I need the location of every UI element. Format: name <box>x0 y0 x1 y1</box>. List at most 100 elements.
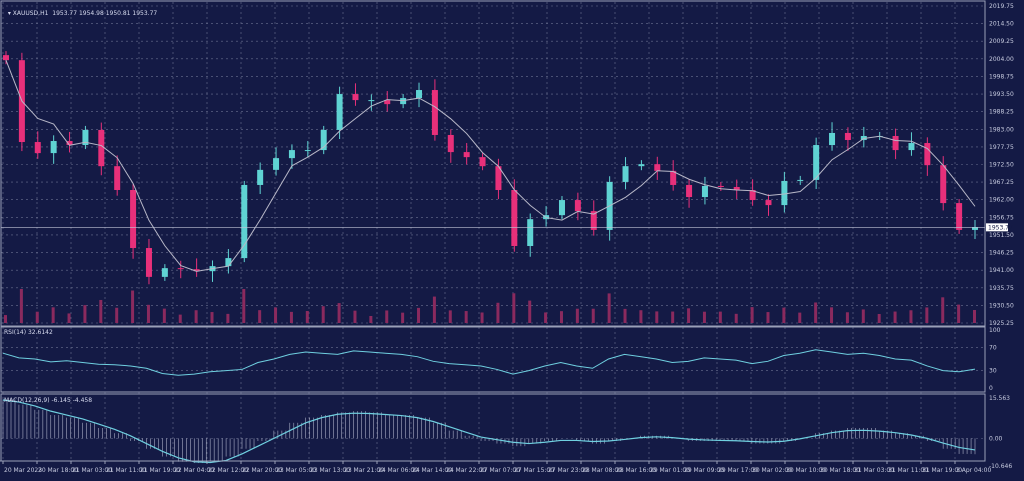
volume-bar <box>210 312 214 323</box>
price-tick-label: 2014.50 <box>989 21 1014 28</box>
bear-candle <box>733 186 740 190</box>
bull-candle <box>304 150 311 152</box>
bear-candle <box>431 90 438 135</box>
volume-bar <box>909 310 913 323</box>
time-tick-label: 31 Mar 19:00 <box>922 467 962 474</box>
price-tick-label: 1941.00 <box>989 267 1014 274</box>
bear-candle <box>940 165 947 204</box>
volume-bar <box>242 289 246 323</box>
panel-frame-0 <box>0 0 986 327</box>
bear-candle <box>495 166 502 190</box>
grid <box>1 2 985 461</box>
time-tick-label: 20 Mar 2023 <box>4 467 42 474</box>
rsi-label: RSI(14) 32.6142 <box>4 329 53 336</box>
volume-bar <box>750 307 754 323</box>
volume-bar <box>607 293 611 323</box>
volume-bar <box>623 308 627 323</box>
bull-candle <box>908 143 915 151</box>
volume-bar <box>782 307 786 323</box>
volume-bar <box>305 311 309 323</box>
bear-candle <box>574 200 581 212</box>
bear-candle <box>130 189 137 249</box>
volume-bar <box>35 311 39 323</box>
volume-bar <box>702 311 706 323</box>
time-tick-label: 30 Mar 02:00 <box>752 467 792 474</box>
bull-candle <box>527 219 534 247</box>
candlestick-series <box>3 51 978 285</box>
time-tick-label: 28 Mar 08:00 <box>582 467 622 474</box>
volume-bar <box>448 310 452 323</box>
current-price-label: 1953.77 <box>988 224 1013 231</box>
bull-candle <box>813 145 820 180</box>
bear-candle <box>670 170 677 185</box>
bull-candle <box>558 200 565 216</box>
volume-bar <box>957 304 961 323</box>
time-tick-label: 3 Apr 04:00 <box>956 467 991 474</box>
price-tick-label: 2004.00 <box>989 56 1014 63</box>
bull-candle <box>638 164 645 167</box>
volume-bar <box>941 297 945 323</box>
price-tick-label: 1951.50 <box>989 232 1014 239</box>
volume-bars <box>4 289 976 323</box>
dropdown-triangle-icon[interactable]: ▾ <box>7 10 13 17</box>
bull-candle <box>972 227 978 230</box>
rsi-tick-label: 0 <box>989 385 993 392</box>
panel-frame-1 <box>0 326 986 393</box>
price-tick-label: 1972.50 <box>989 162 1014 169</box>
bear-candle <box>3 55 9 61</box>
moving-average-line <box>5 59 976 272</box>
time-tick-label: 22 Mar 12:00 <box>208 467 248 474</box>
volume-bar <box>766 312 770 323</box>
bear-candle <box>717 185 724 187</box>
volume-bar <box>480 312 484 323</box>
bull-candle <box>622 166 629 182</box>
bull-candle <box>241 184 248 259</box>
volume-bar <box>417 307 421 323</box>
volume-bar <box>559 311 563 323</box>
macd-tick-label: 15.563 <box>989 395 1010 402</box>
volume-bar <box>178 314 182 323</box>
volume-bar <box>274 307 278 323</box>
panel-frame-2 <box>0 393 986 462</box>
time-tick-label: 21 Mar 19:00 <box>140 467 180 474</box>
macd-tick-label: 0.00 <box>989 435 1003 442</box>
bull-candle <box>416 90 423 99</box>
volume-bar <box>655 311 659 323</box>
price-tick-label: 1993.50 <box>989 91 1014 98</box>
bear-candle <box>352 94 359 101</box>
rsi-indicator <box>2 349 976 376</box>
time-tick-label: 31 Mar 03:00 <box>854 467 894 474</box>
volume-bar <box>194 310 198 323</box>
bear-candle <box>686 184 693 198</box>
rsi-tick-label: 100 <box>989 327 1001 334</box>
bull-candle <box>701 185 708 198</box>
price-tick-label: 1998.75 <box>989 73 1014 80</box>
bull-candle <box>781 180 788 206</box>
volume-bar <box>973 309 976 323</box>
time-tick-label: 29 Mar 01:00 <box>650 467 690 474</box>
price-tick-label: 1946.25 <box>989 250 1014 257</box>
bear-candle <box>924 143 931 166</box>
volume-bar <box>401 312 405 323</box>
time-tick-label: 27 Mar 07:00 <box>480 467 520 474</box>
time-tick-label: 24 Mar 06:00 <box>378 467 418 474</box>
time-tick-label: 23 Mar 05:00 <box>276 467 316 474</box>
volume-bar <box>289 311 293 323</box>
price-tick-label: 1956.75 <box>989 214 1014 221</box>
volume-bar <box>162 308 166 323</box>
time-tick-label: 22 Mar 20:00 <box>242 467 282 474</box>
bear-candle <box>384 100 391 105</box>
bull-candle <box>257 169 264 185</box>
bull-candle <box>829 132 836 146</box>
bull-candle <box>336 94 343 130</box>
bear-candle <box>34 142 41 154</box>
time-tick-label: 21 Mar 03:00 <box>72 467 112 474</box>
volume-bar <box>671 311 675 323</box>
volume-bar <box>639 310 643 323</box>
macd-signal-line <box>2 399 976 464</box>
volume-bar <box>226 313 230 323</box>
bear-candle <box>511 189 518 247</box>
rsi-tick-label: 30 <box>989 368 997 375</box>
time-tick-label: 27 Mar 15:00 <box>514 467 554 474</box>
